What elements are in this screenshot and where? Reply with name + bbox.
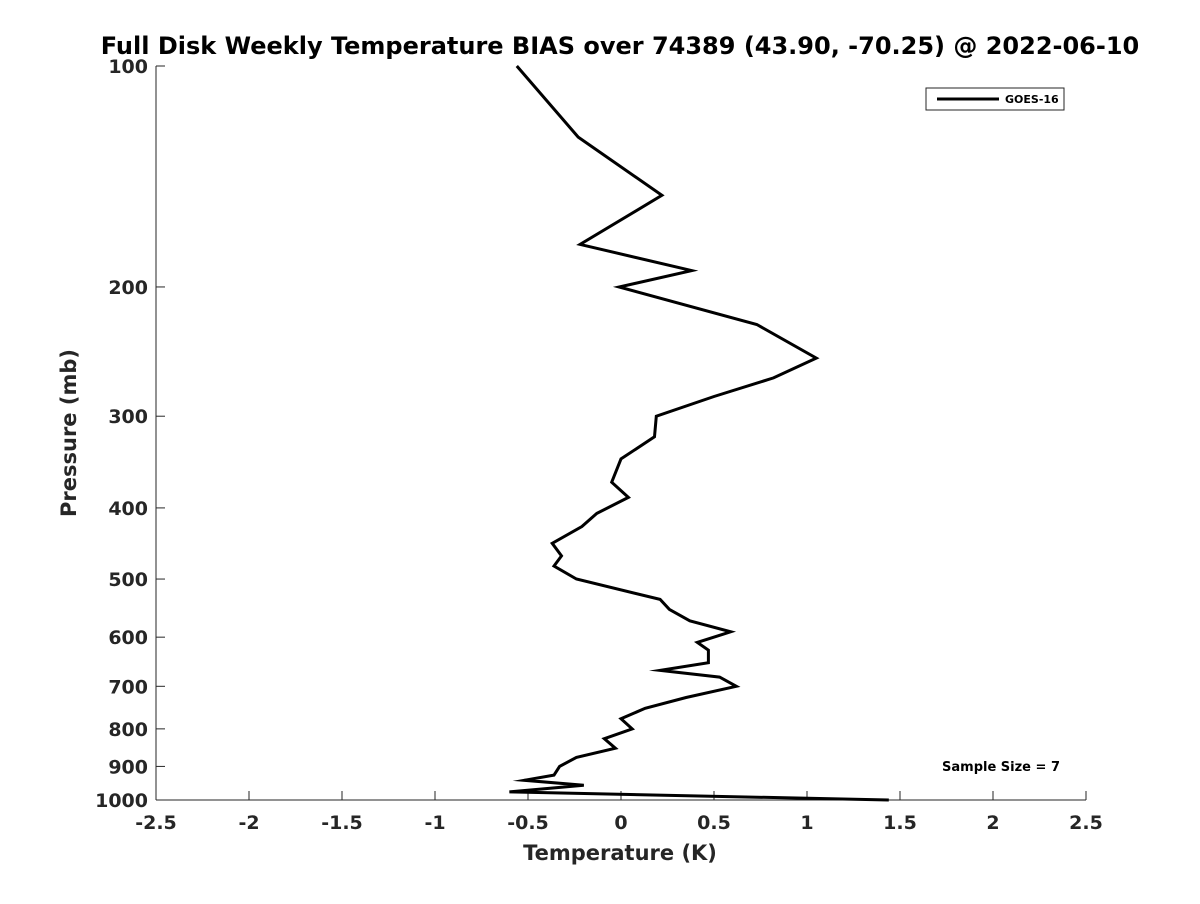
x-tick-label: -1: [424, 812, 445, 834]
legend: GOES-16: [925, 87, 1065, 111]
chart-title: Full Disk Weekly Temperature BIAS over 7…: [101, 32, 1140, 60]
y-tick-label: 400: [108, 498, 148, 520]
series-layer: [509, 65, 889, 802]
series-line-goes-16: [509, 65, 889, 802]
y-tick-label: 900: [108, 756, 148, 778]
x-tick-label: 0: [614, 812, 627, 834]
x-tick-label: 2: [986, 812, 999, 834]
y-tick-label: 300: [108, 406, 148, 428]
x-tick-label: 2.5: [1069, 812, 1103, 834]
x-tick-label: -2: [238, 812, 259, 834]
y-tick-label: 100: [108, 56, 148, 78]
y-axis-label: Pressure (mb): [57, 349, 81, 517]
x-ticks: -2.5 -2 -1.5 -1 -0.5 0 0.5 1 1.5 2 2.5: [135, 791, 1103, 834]
sample-size-annotation: Sample Size = 7: [942, 760, 1060, 775]
y-ticks: 100 200 300 400 500 600 700 800 900 1000: [95, 56, 165, 812]
plot-area: [156, 66, 1086, 800]
y-tick-label: 600: [108, 627, 148, 649]
y-tick-label: 200: [108, 277, 148, 299]
y-tick-label: 1000: [95, 790, 148, 812]
x-tick-label: 0.5: [697, 812, 731, 834]
x-tick-label: -0.5: [507, 812, 549, 834]
legend-label-goes-16: GOES-16: [1005, 93, 1059, 106]
x-tick-label: -2.5: [135, 812, 177, 834]
x-axis-label: Temperature (K): [523, 841, 717, 865]
x-tick-label: -1.5: [321, 812, 363, 834]
x-tick-label: 1.5: [883, 812, 917, 834]
y-tick-label: 800: [108, 719, 148, 741]
x-tick-label: 1: [800, 812, 813, 834]
y-tick-label: 700: [108, 676, 148, 698]
y-tick-label: 500: [108, 569, 148, 591]
